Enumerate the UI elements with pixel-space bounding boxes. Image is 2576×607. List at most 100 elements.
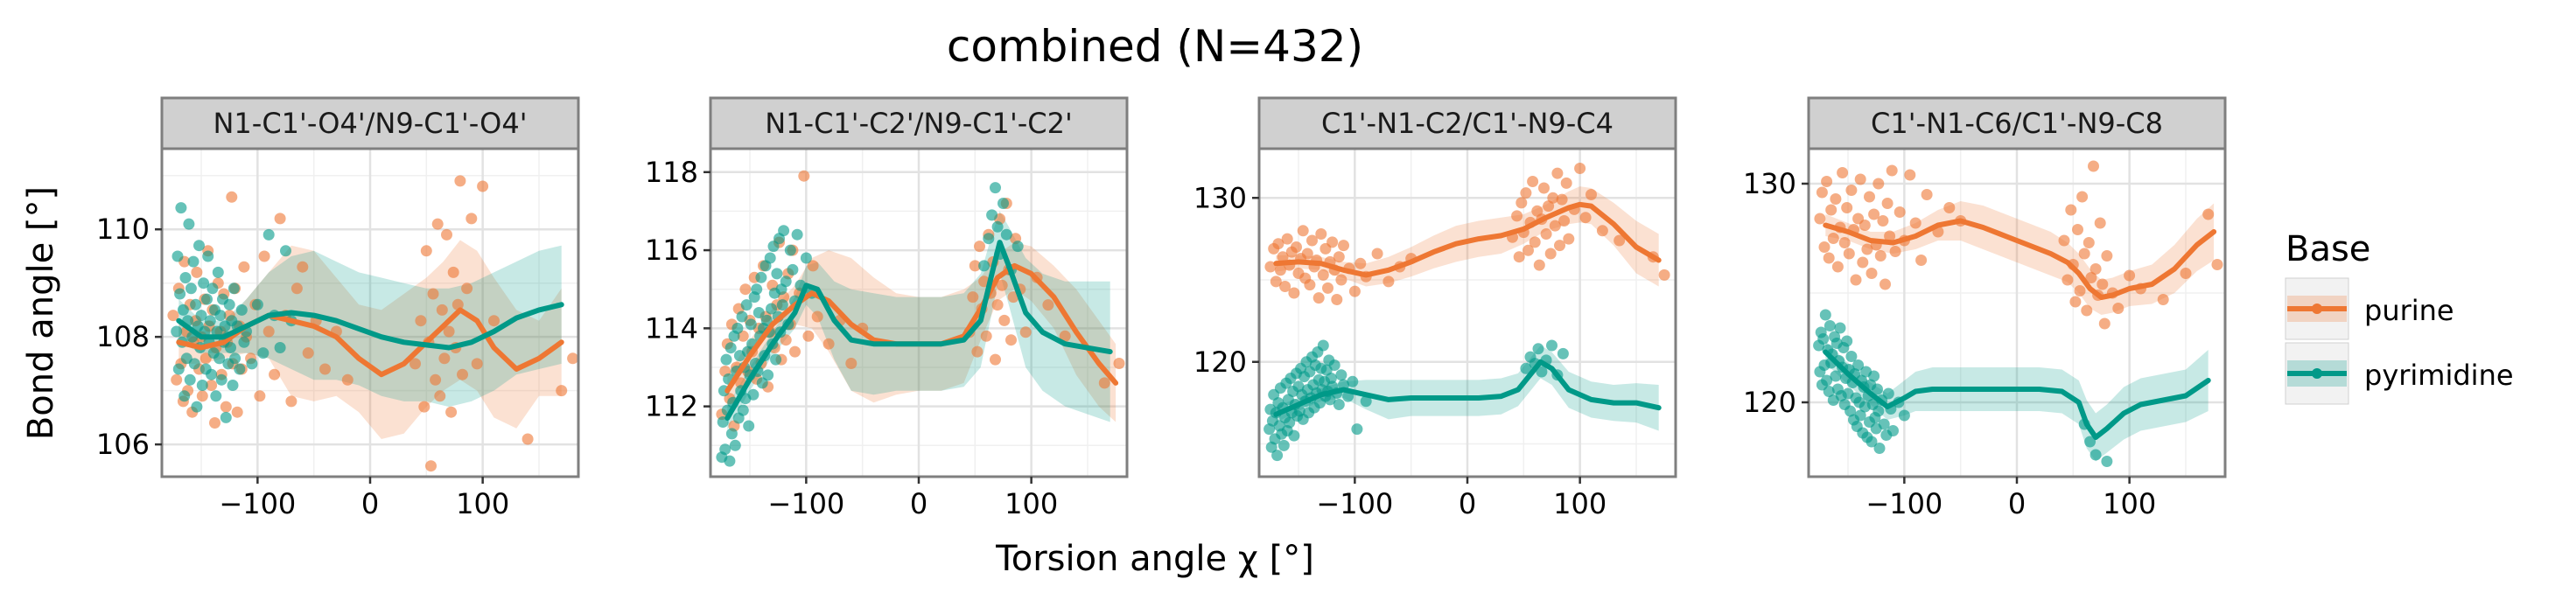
data-point-pyrimidine — [206, 283, 219, 295]
data-point-purine — [2062, 274, 2074, 286]
data-point-pyrimidine — [762, 369, 774, 381]
data-point-purine — [1279, 281, 1292, 292]
data-point-purine — [522, 433, 534, 445]
data-point-purine — [1326, 236, 1339, 248]
x-tick-label: −100 — [767, 487, 844, 520]
data-point-purine — [1042, 299, 1054, 311]
data-point-purine — [425, 460, 437, 472]
data-point-purine — [1315, 228, 1327, 240]
data-point-pyrimidine — [1821, 374, 1833, 387]
points-pyrimidine — [1813, 309, 2113, 467]
data-point-purine — [980, 330, 992, 342]
data-point-purine — [471, 358, 483, 370]
data-point-pyrimidine — [214, 310, 227, 322]
data-point-pyrimidine — [1536, 366, 1548, 378]
data-point-purine — [1098, 377, 1110, 389]
data-point-purine — [238, 261, 250, 273]
data-point-purine — [1596, 225, 1608, 237]
data-point-purine — [285, 395, 298, 408]
data-point-pyrimidine — [983, 233, 995, 245]
data-point-purine — [2157, 294, 2169, 305]
data-point-pyrimidine — [986, 209, 998, 221]
data-point-pyrimidine — [724, 342, 737, 354]
data-point-purine — [436, 304, 448, 316]
data-point-purine — [811, 310, 823, 323]
data-point-purine — [167, 310, 179, 322]
data-point-pyrimidine — [743, 420, 755, 432]
data-point-purine — [1382, 276, 1395, 288]
data-point-pyrimidine — [778, 225, 790, 237]
legend-title: Base — [2286, 229, 2370, 269]
data-point-purine — [341, 373, 354, 386]
y-tick-label: 112 — [645, 390, 698, 423]
data-point-purine — [822, 338, 835, 350]
facet-strip-label: C1'-N1-C6/C1'-N9-C8 — [1871, 107, 2163, 140]
data-point-purine — [410, 358, 421, 370]
data-point-purine — [1338, 240, 1349, 252]
data-point-purine — [171, 373, 183, 386]
y-tick-label: 116 — [645, 234, 698, 267]
data-point-purine — [2088, 160, 2099, 172]
data-point-purine — [739, 283, 752, 296]
points-purine — [1814, 160, 2223, 330]
data-point-purine — [302, 347, 314, 359]
x-tick-label: 0 — [910, 487, 928, 520]
data-point-pyrimidine — [760, 314, 773, 326]
data-point-purine — [1904, 169, 1916, 181]
data-point-purine — [1861, 243, 1873, 255]
data-point-pyrimidine — [725, 428, 738, 440]
y-tick-label: 108 — [96, 320, 150, 353]
data-point-pyrimidine — [178, 390, 191, 402]
data-point-pyrimidine — [187, 255, 200, 268]
data-point-purine — [1921, 189, 1933, 200]
data-point-purine — [1331, 294, 1343, 305]
data-point-pyrimidine — [1557, 347, 1569, 359]
data-point-pyrimidine — [214, 352, 226, 365]
data-point-purine — [1291, 241, 1302, 253]
x-tick-label: −100 — [1866, 487, 1942, 520]
data-point-pyrimidine — [246, 358, 258, 370]
data-point-pyrimidine — [188, 358, 200, 370]
facet-panel-3: C1'-N1-C2/C1'-N9-C4 −100 0 100 120 130 — [1194, 96, 1677, 520]
data-point-pyrimidine — [998, 198, 1009, 209]
data-point-purine — [974, 241, 985, 253]
data-point-purine — [290, 283, 303, 295]
data-point-pyrimidine — [1819, 309, 1831, 321]
data-point-purine — [2202, 208, 2215, 220]
data-point-purine — [1821, 176, 1833, 187]
data-point-purine — [1297, 225, 1309, 237]
data-point-purine — [461, 283, 473, 295]
y-tick-label: 130 — [1194, 181, 1247, 214]
data-point-purine — [1335, 274, 1348, 286]
data-point-pyrimidine — [229, 352, 242, 365]
data-point-purine — [1560, 177, 1572, 189]
data-point-purine — [1886, 164, 1898, 177]
data-point-pyrimidine — [1887, 425, 1899, 436]
data-point-pyrimidine — [234, 363, 246, 375]
data-point-purine — [1843, 248, 1855, 260]
data-point-purine — [1827, 233, 1839, 244]
data-point-purine — [1288, 287, 1300, 299]
data-point-purine — [1354, 257, 1367, 269]
data-point-purine — [1312, 292, 1325, 304]
data-point-purine — [319, 363, 331, 375]
data-point-purine — [1874, 250, 1886, 262]
data-point-purine — [1549, 220, 1561, 232]
data-point-pyrimidine — [2090, 449, 2102, 461]
data-point-purine — [1563, 233, 1575, 245]
data-point-pyrimidine — [210, 390, 222, 402]
x-tick-label: −100 — [219, 487, 296, 520]
data-point-purine — [1880, 278, 1891, 290]
data-point-purine — [1513, 251, 1525, 263]
data-point-purine — [1322, 282, 1334, 294]
data-point-purine — [1538, 182, 1550, 194]
data-point-purine — [1529, 236, 1541, 248]
data-point-pyrimidine — [800, 252, 812, 264]
data-point-pyrimidine — [220, 411, 232, 423]
data-point-pyrimidine — [1866, 436, 1878, 448]
data-point-pyrimidine — [784, 244, 796, 256]
data-point-pyrimidine — [185, 283, 197, 295]
data-point-purine — [262, 325, 275, 338]
data-point-purine — [1866, 268, 1878, 279]
data-point-pyrimidine — [1317, 339, 1329, 352]
